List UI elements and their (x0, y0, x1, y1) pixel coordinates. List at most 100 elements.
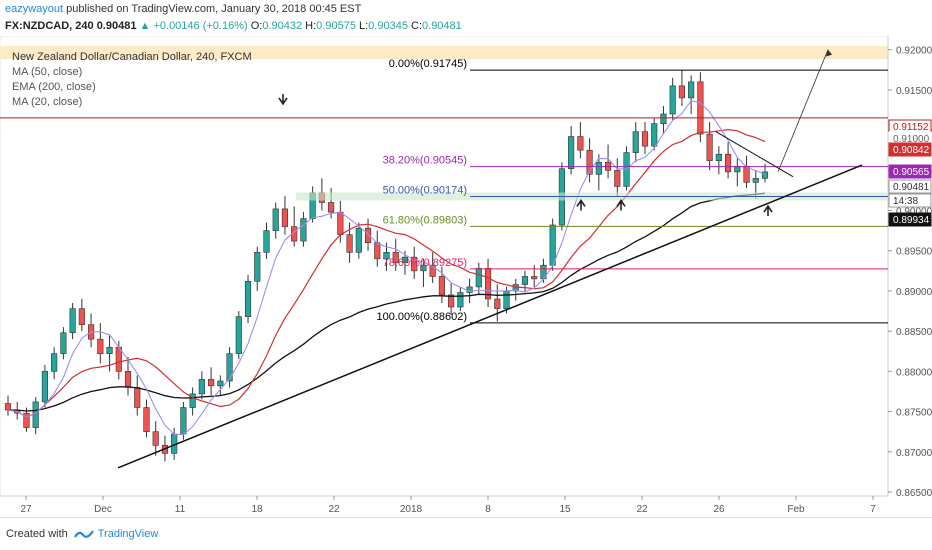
candle-body (457, 292, 464, 308)
candle-body (429, 264, 436, 277)
up-arrow-icon: ▲ (139, 20, 151, 32)
candle-body (41, 371, 48, 403)
open-label: O: (250, 20, 263, 32)
candle-body (614, 170, 621, 187)
candle-body (355, 227, 362, 253)
candle-body (706, 133, 713, 161)
low-value: 0.90345 (368, 20, 408, 32)
price-label-text: 14:38 (893, 196, 918, 207)
candle-body (69, 308, 76, 334)
y-tick-label: 0.87500 (896, 408, 932, 419)
candle-body (678, 85, 685, 99)
candle-body (761, 171, 769, 179)
price-label-text: 0.91000 (893, 134, 930, 145)
x-tick-label: 27 (20, 504, 32, 515)
candle-body (374, 242, 381, 260)
candle-body (752, 178, 759, 183)
instrument-title: New Zealand Dollar/Canadian Dollar, 240,… (12, 51, 252, 63)
candle-body (660, 113, 667, 124)
candle-body (300, 218, 307, 242)
candle-body (411, 256, 418, 272)
candle-body (448, 294, 455, 308)
y-tick-label: 0.92000 (896, 46, 932, 57)
candle-body (152, 431, 159, 446)
high-label: H: (305, 20, 317, 32)
candle-body (97, 338, 104, 354)
candle-body (586, 149, 593, 175)
candle-body (115, 346, 122, 372)
y-tick-label: 0.89500 (896, 247, 932, 258)
candle-body (189, 393, 196, 408)
y-tick-label: 0.86500 (896, 488, 932, 499)
candle-body (392, 252, 399, 264)
arrow-up-icon (763, 204, 773, 217)
projection-arrow-line (777, 49, 829, 173)
price-chart[interactable]: 0.920000.915000.910000.905000.900000.895… (0, 36, 932, 517)
fib-label: 38.20%(0.90545) (383, 155, 467, 167)
candle-body (725, 153, 732, 173)
candle-body (595, 161, 602, 175)
candle-body (32, 401, 39, 428)
symbol-bar: FX:NZDCAD, 240 0.90481 ▲ +0.00146 (+0.16… (0, 18, 932, 36)
candle-body (78, 308, 85, 326)
x-tick-label: 18 (251, 504, 263, 515)
x-tick-label: 8 (485, 504, 491, 515)
candle-body (697, 81, 704, 135)
high-value: 0.90575 (316, 20, 356, 32)
tradingview-brand[interactable]: TradingView (73, 528, 158, 540)
candle-body (124, 371, 132, 388)
candle-body (549, 224, 556, 266)
x-tick-label: 15 (559, 504, 571, 515)
change-value: +0.00146 (+0.16%) (153, 20, 248, 32)
ma20-line (7, 100, 766, 435)
candle-body (577, 136, 584, 151)
price-label-text: 0.89934 (893, 215, 930, 226)
candle-body (715, 153, 722, 161)
candle-body (134, 387, 141, 408)
symbol-name[interactable]: FX:NZDCAD, 240 (5, 20, 94, 32)
candle-body (401, 256, 409, 264)
candle-body (337, 211, 344, 235)
price-label-box (888, 164, 932, 179)
candle-body (669, 85, 676, 115)
candle-body (263, 230, 270, 253)
price-label-box (888, 179, 932, 194)
candle-body (521, 276, 529, 285)
candle-body (180, 407, 187, 435)
price-label-box (888, 212, 932, 227)
y-tick-label: 0.88000 (896, 367, 932, 378)
author-link[interactable]: eazywayout (5, 3, 64, 15)
y-tick-label: 0.91500 (896, 86, 932, 97)
fib-label: 50.00%(0.90174) (383, 185, 467, 197)
study-ema200[interactable]: EMA (200, close) (12, 81, 96, 93)
x-tick-label: 11 (175, 504, 186, 515)
price-label-text: 0.90565 (893, 167, 930, 178)
candle-body (106, 346, 113, 354)
x-tick-label: 7 (870, 504, 876, 515)
publisher-bar: eazywayout published on TradingView.com,… (0, 0, 932, 18)
candle-body (208, 379, 215, 387)
candle-body (346, 234, 353, 253)
fib-label: 0.00%(0.91745) (389, 58, 467, 70)
candle-body (475, 268, 482, 288)
fib-label: 78.60%(0.89275) (383, 257, 467, 269)
support-trendline (117, 164, 863, 469)
study-ma50[interactable]: MA (50, close) (12, 66, 83, 78)
y-tick-label: 0.89000 (896, 287, 932, 298)
y-tick-label: 0.90000 (896, 207, 932, 218)
close-value: 0.90481 (422, 20, 462, 32)
candle-body (281, 208, 289, 227)
created-with-text: Created with (6, 528, 68, 540)
candle-body (420, 264, 427, 272)
candle-body (651, 123, 658, 147)
low-label: L: (359, 20, 369, 32)
x-tick-label: 2018 (400, 504, 423, 515)
x-tick-label: 26 (713, 504, 725, 515)
study-ma20[interactable]: MA (20, close) (12, 96, 83, 108)
arrow-up-icon (616, 199, 626, 211)
candle-body (568, 136, 575, 169)
chart-legend: New Zealand Dollar/Canadian Dollar, 240,… (12, 50, 252, 110)
x-axis: 27 Dec 11 18 22 2018 8 15 22 26 Feb 7 (0, 495, 888, 515)
y-axis: 0.920000.915000.910000.905000.900000.895… (887, 36, 932, 499)
